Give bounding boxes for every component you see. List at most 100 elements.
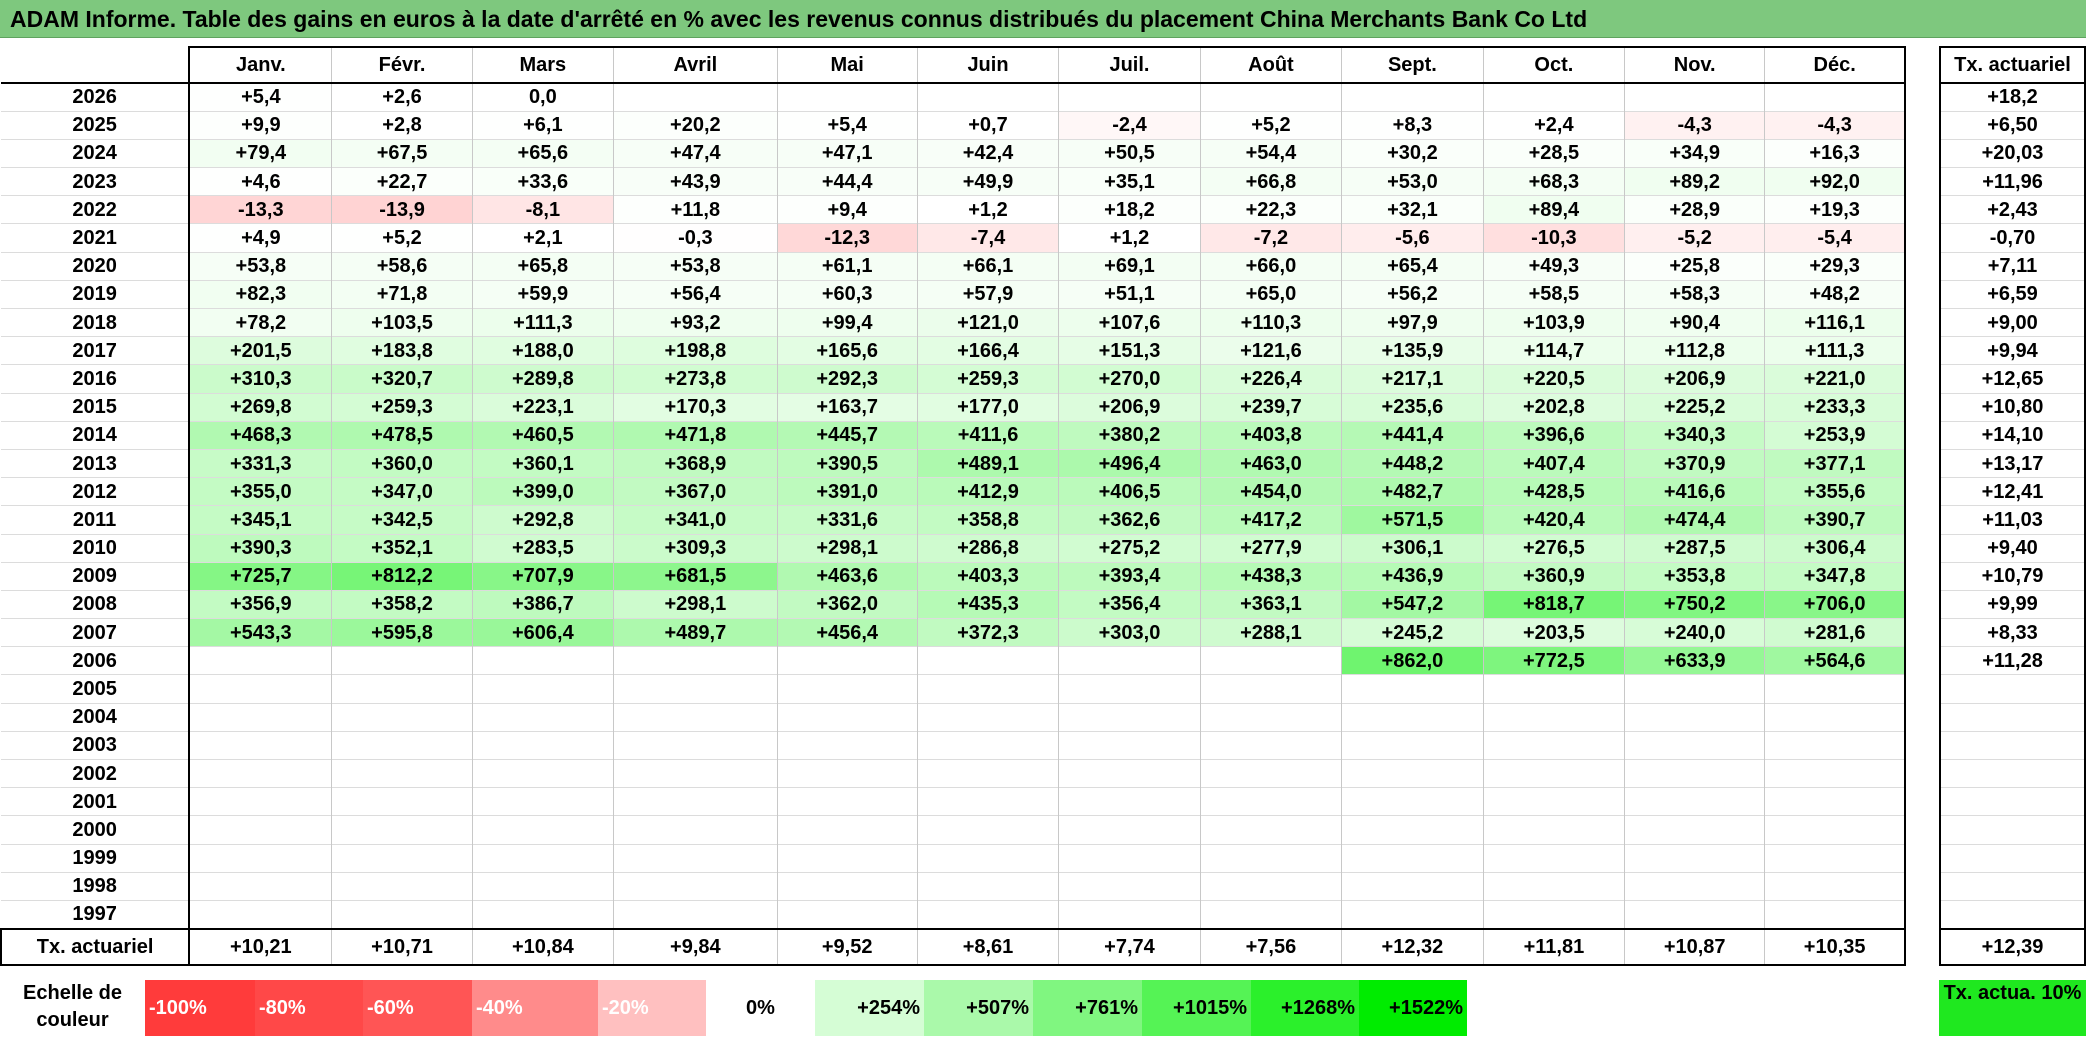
gain-cell: +188,0 [471,336,614,365]
gain-cell [1199,871,1342,901]
year-actuarial-rate: +2,43 [1939,195,2086,224]
year-label: 2003 [1,730,190,760]
gain-cell: +360,1 [471,448,614,478]
gain-cell [1199,899,1342,930]
gain-cell: +51,1 [1058,279,1201,309]
gain-cell [1199,702,1342,732]
year-actuarial-rate: +12,65 [1939,364,2086,394]
gain-cell [188,674,332,704]
gain-cell: +281,6 [1764,618,1907,647]
gain-cell: +320,7 [331,364,473,394]
year-actuarial-rate: +7,11 [1939,251,2086,281]
gain-cell: +4,9 [188,223,332,253]
gain-cell: +28,9 [1624,195,1765,224]
gain-cell: +42,4 [916,138,1059,168]
gain-cell [1199,758,1342,788]
gain-cell: +239,7 [1199,392,1342,422]
gain-cell: +32,1 [1341,195,1484,224]
gain-cell: +5,4 [188,82,332,112]
gain-cell [1341,702,1484,732]
gain-cell: +50,5 [1058,138,1201,168]
gain-cell: +353,8 [1624,561,1765,591]
gain-cell: +66,0 [1199,251,1342,281]
gain-cell: -0,3 [613,223,778,253]
year-label: 2002 [1,758,190,788]
gain-cell: +386,7 [471,589,614,619]
gain-cell: +456,4 [776,618,918,647]
gain-cell: +170,3 [613,392,778,422]
gain-cell: +121,6 [1199,336,1342,365]
gain-cell: +292,3 [776,364,918,394]
gain-cell: +198,8 [613,336,778,365]
color-scale-step: +507% [924,980,1033,1036]
year-label: 2015 [1,392,190,422]
table-row: 2010 +390,3 +352,1 +283,5 +309,3 +298,1 +286,8… [1,533,1907,563]
gain-cell: +292,8 [471,505,614,534]
gain-cell: +5,4 [776,110,918,140]
gain-cell: +482,7 [1341,477,1484,506]
year-actuarial-rate: +20,03 [1939,138,2086,168]
gain-cell: +298,1 [776,533,918,563]
gain-cell: +403,8 [1199,420,1342,450]
gain-cell: +58,5 [1482,279,1625,309]
year-label: 2008 [1,589,190,619]
gain-cell: +34,9 [1624,138,1765,168]
month-actuarial-rate: +10,71 [331,927,473,966]
gain-cell [776,674,918,704]
gain-cell [613,646,778,675]
gain-cell: +67,5 [331,138,473,168]
gain-cell: +360,9 [1482,561,1625,591]
side-row: +11,96 [1939,167,2086,196]
side-row: +14,10 [1939,420,2086,450]
gain-cell: +89,4 [1482,195,1625,224]
totals-label: Tx. actuariel [0,927,190,966]
side-row [1939,871,2086,901]
color-scale-step: +1522% [1359,980,1467,1036]
gain-cell: +390,3 [188,533,332,563]
gain-cell: -13,9 [331,195,473,224]
gain-cell: +412,9 [916,477,1059,506]
gain-cell: +71,8 [331,279,473,309]
side-row: +9,40 [1939,533,2086,563]
gain-cell: +547,2 [1341,589,1484,619]
gain-cell [776,843,918,873]
gain-cell: +543,3 [188,618,332,647]
side-row: -0,70 [1939,223,2086,253]
gain-cell: +66,8 [1199,167,1342,196]
gain-cell [613,787,778,816]
gain-cell: +341,0 [613,505,778,534]
gain-cell: +121,0 [916,307,1059,337]
gain-cell: +8,3 [1341,110,1484,140]
gain-cell: +99,4 [776,307,918,337]
table-row: 2019 +82,3 +71,8 +59,9 +56,4 +60,3 +57,9 +51,1 +… [1,279,1907,309]
gain-cell: +275,2 [1058,533,1201,563]
month-header: Juin [916,46,1059,84]
year-actuarial-rate [1939,843,2086,873]
gain-cell: +112,8 [1624,336,1765,365]
gain-cell [916,843,1059,873]
year-actuarial-rate: +9,00 [1939,307,2086,337]
gain-cell: +240,0 [1624,618,1765,647]
gain-cell [188,815,332,845]
gain-cell [1624,843,1765,873]
table-row: 2015 +269,8 +259,3 +223,1 +170,3 +163,7 +177,0… [1,392,1907,422]
side-row: +20,03 [1939,138,2086,168]
year-actuarial-rate: +9,99 [1939,589,2086,619]
gain-cell [1764,758,1907,788]
year-actuarial-rate: +10,79 [1939,561,2086,591]
gain-cell: +135,9 [1341,336,1484,365]
table-row: 2017 +201,5 +183,8 +188,0 +198,8 +165,6 +166,4… [1,336,1907,365]
gain-cell: +377,1 [1764,448,1907,478]
gain-cell: +812,2 [331,561,473,591]
side-row [1939,787,2086,816]
year-actuarial-rate: +11,03 [1939,505,2086,534]
gain-cell: +206,9 [1058,392,1201,422]
gain-cell [331,787,473,816]
gain-cell: +58,3 [1624,279,1765,309]
gain-cell: -8,1 [471,195,614,224]
year-label: 2014 [1,420,190,450]
gain-cell [1341,82,1484,112]
gain-cell: +151,3 [1058,336,1201,365]
gain-cell [916,787,1059,816]
gain-cell: +463,0 [1199,448,1342,478]
